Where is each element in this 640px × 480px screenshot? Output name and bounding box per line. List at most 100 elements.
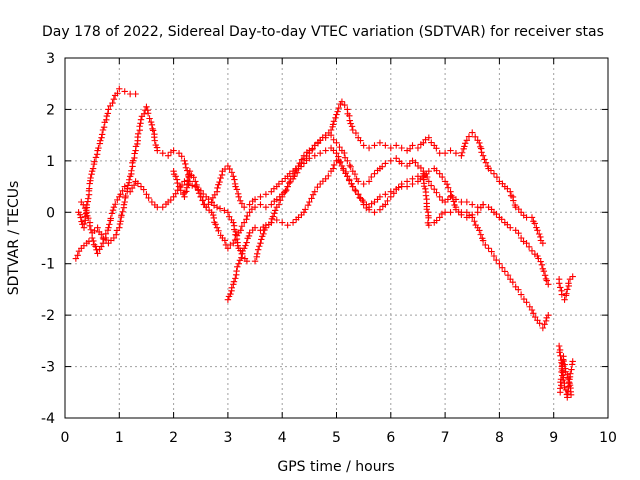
data-point — [565, 378, 573, 386]
data-point — [172, 173, 179, 180]
x-tick-label: 0 — [61, 430, 70, 446]
data-point — [376, 139, 384, 147]
data-point — [233, 267, 240, 275]
data-point — [427, 182, 435, 189]
data-point — [181, 189, 188, 196]
data-point — [525, 243, 533, 251]
data-point — [86, 222, 93, 229]
data-point — [230, 219, 237, 226]
data-point — [258, 236, 265, 243]
data-point — [537, 258, 544, 265]
data-point — [238, 250, 245, 257]
data-point — [335, 104, 342, 112]
data-point — [149, 127, 157, 134]
data-point — [137, 116, 145, 123]
data-point — [325, 172, 332, 180]
data-point — [526, 303, 533, 310]
data-point — [563, 290, 570, 297]
data-point — [85, 214, 92, 222]
data-point — [107, 215, 114, 222]
data-point — [558, 382, 565, 389]
data-point — [509, 278, 517, 286]
data-point — [536, 320, 543, 327]
data-point — [541, 272, 549, 279]
data-point — [215, 227, 222, 235]
data-point — [279, 191, 286, 198]
data-point — [481, 156, 488, 163]
data-point — [262, 203, 270, 211]
data-point — [246, 201, 253, 208]
data-point — [333, 111, 340, 118]
data-point — [488, 248, 495, 255]
data-point — [523, 214, 530, 221]
x-tick-label: 6 — [386, 430, 395, 446]
data-point — [89, 165, 97, 172]
data-point — [436, 214, 443, 221]
data-point — [77, 214, 84, 221]
data-point — [283, 186, 290, 194]
data-point — [317, 180, 324, 188]
data-point — [182, 160, 189, 168]
data-point — [121, 88, 128, 95]
data-point — [151, 137, 158, 144]
data-point — [282, 187, 289, 195]
data-point — [510, 197, 517, 204]
data-point — [409, 175, 416, 183]
data-point — [376, 206, 384, 213]
data-point — [192, 178, 199, 185]
data-point — [447, 147, 454, 154]
data-point — [450, 198, 457, 205]
data-point — [322, 134, 329, 141]
data-point — [567, 370, 574, 377]
data-point — [213, 203, 221, 211]
data-point — [112, 201, 119, 208]
data-point — [186, 167, 194, 175]
data-point — [567, 391, 575, 399]
data-point — [504, 272, 512, 279]
data-point — [423, 206, 431, 213]
data-point — [560, 357, 567, 365]
data-point — [189, 182, 196, 189]
data-point — [541, 321, 548, 328]
data-point — [469, 201, 476, 208]
data-point — [357, 137, 364, 144]
data-point — [384, 197, 391, 205]
data-point — [422, 136, 429, 143]
data-point — [452, 149, 460, 157]
data-point — [351, 186, 359, 194]
y-tick-label: -4 — [41, 411, 55, 427]
x-tick-label: 2 — [169, 430, 178, 446]
data-point — [458, 152, 465, 159]
data-point — [433, 145, 440, 152]
data-point — [478, 149, 485, 156]
data-point — [561, 361, 568, 368]
data-point — [136, 123, 143, 130]
data-point — [561, 383, 568, 391]
data-point — [110, 95, 118, 103]
data-point — [131, 150, 138, 157]
data-point — [568, 361, 576, 368]
data-point — [95, 144, 102, 152]
data-point — [195, 190, 203, 197]
data-point — [314, 184, 321, 191]
axis-ticks: 0 1 2 3 4 5 6 7 8 9 10 -4 -3 -2 -1 0 1 2 3 — [41, 51, 617, 446]
data-point — [336, 159, 343, 166]
data-point — [474, 209, 481, 216]
data-point — [349, 183, 356, 190]
data-point — [240, 203, 248, 211]
data-point — [398, 144, 405, 152]
data-point — [496, 260, 503, 267]
data-point — [382, 160, 389, 167]
data-point — [517, 234, 525, 242]
data-point — [228, 284, 235, 292]
x-tick-label: 4 — [278, 430, 287, 446]
x-tick-label: 10 — [599, 430, 617, 446]
data-point — [528, 214, 536, 221]
data-point — [230, 173, 237, 180]
data-point — [92, 243, 99, 250]
data-point — [147, 118, 155, 126]
data-point — [243, 257, 251, 265]
data-point — [81, 204, 89, 212]
data-point — [561, 296, 568, 303]
data-point — [557, 385, 564, 392]
